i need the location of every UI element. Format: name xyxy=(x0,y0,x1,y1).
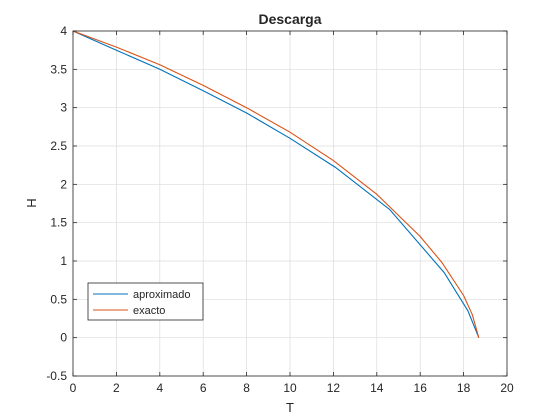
y-tick-label: 4 xyxy=(60,24,67,38)
y-tick-label: 2 xyxy=(60,177,67,191)
legend: aproximado exacto xyxy=(87,282,204,321)
x-tick-label: 14 xyxy=(370,381,384,395)
legend-label: exacto xyxy=(133,305,165,317)
legend-box xyxy=(87,282,204,321)
x-tick-label: 8 xyxy=(243,381,250,395)
legend-label: aproximado xyxy=(133,289,190,301)
y-axis-label: H xyxy=(24,198,39,207)
x-tick-label: 16 xyxy=(414,381,428,395)
y-tick-label: -0.5 xyxy=(46,369,67,383)
y-tick-label: 1 xyxy=(60,254,67,268)
chart-title: Descarga xyxy=(258,11,321,27)
x-tick-label: 0 xyxy=(70,381,77,395)
ticks: 0 2 4 6 8 10 12 14 16 18 20-0.500.511.522.533.54 xyxy=(46,24,514,395)
x-tick-label: 2 xyxy=(113,381,120,395)
y-tick-label: 2.5 xyxy=(50,139,67,153)
series-line-aproximado xyxy=(72,30,480,338)
y-tick-label: 0 xyxy=(60,331,67,345)
x-tick-label: 4 xyxy=(156,381,163,395)
y-tick-label: 3 xyxy=(60,101,67,115)
series-lines xyxy=(72,30,480,338)
y-tick-label: 1.5 xyxy=(50,216,67,230)
x-tick-label: 18 xyxy=(457,381,471,395)
x-tick-label: 20 xyxy=(500,381,514,395)
x-tick-label: 10 xyxy=(283,381,297,395)
x-tick-label: 12 xyxy=(327,381,341,395)
x-tick-label: 6 xyxy=(200,381,207,395)
series-line-exacto xyxy=(72,30,480,338)
x-axis-label: T xyxy=(286,400,294,415)
y-tick-label: 0.5 xyxy=(50,292,67,306)
y-tick-label: 3.5 xyxy=(50,62,67,76)
